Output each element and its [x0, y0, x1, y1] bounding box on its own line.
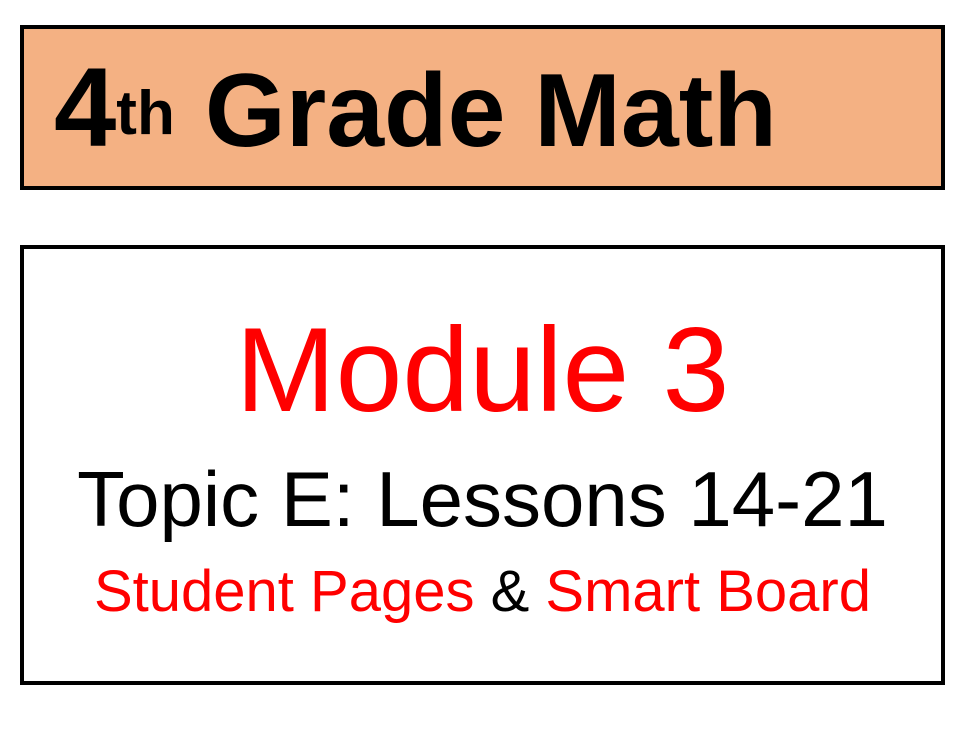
grade-number: 4 — [54, 45, 116, 170]
ampersand-separator: & — [475, 559, 546, 624]
student-pages-label: Student Pages — [94, 559, 475, 624]
header-box: 4th Grade Math — [20, 25, 945, 190]
smart-board-label: Smart Board — [545, 559, 871, 624]
ordinal-suffix: th — [116, 79, 175, 148]
module-title: Module 3 — [236, 310, 730, 430]
content-box: Module 3 Topic E: Lessons 14-21 Student … — [20, 245, 945, 685]
header-title: 4thGrade Math — [54, 52, 777, 164]
grade-label: Grade Math — [205, 53, 777, 169]
subtitle-line: Student Pages & Smart Board — [94, 563, 871, 621]
topic-title: Topic E: Lessons 14-21 — [77, 460, 888, 538]
